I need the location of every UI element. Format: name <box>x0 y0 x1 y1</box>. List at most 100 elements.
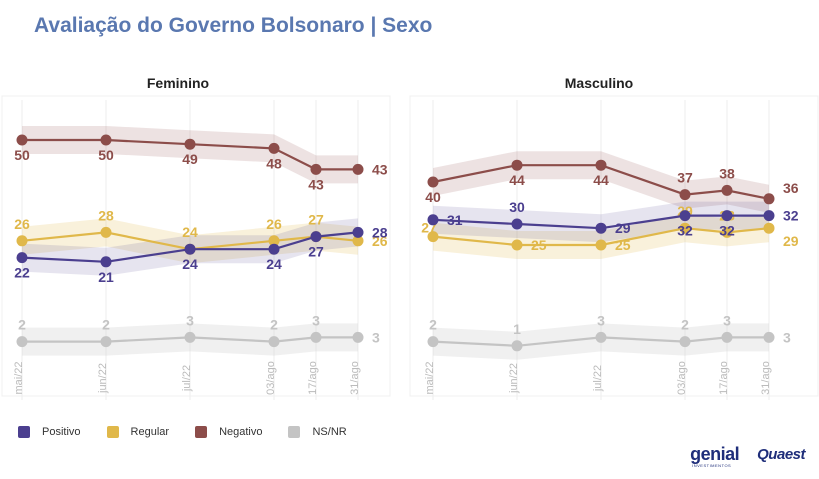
data-label: 3 <box>312 312 320 328</box>
data-point <box>352 163 364 175</box>
x-tick-label: 31/ago <box>349 361 361 395</box>
data-point <box>184 138 196 150</box>
legend-swatch-negativo <box>195 426 208 438</box>
data-point <box>511 218 523 230</box>
legend-swatch-nsnr <box>288 426 301 438</box>
data-point <box>352 226 364 238</box>
data-label: 29 <box>615 220 631 236</box>
data-label: 43 <box>372 161 388 177</box>
data-label: 50 <box>98 147 114 163</box>
data-point <box>100 336 112 348</box>
data-point <box>100 226 112 238</box>
data-label: 2 <box>18 317 26 333</box>
legend: Positivo Regular Negativo NS/NR <box>18 426 347 438</box>
data-point <box>427 231 439 243</box>
data-point <box>268 235 280 247</box>
series-line-negativo <box>432 164 770 200</box>
data-point <box>721 210 733 222</box>
genial-logo-subtext: INVESTIMENTOS <box>692 463 732 468</box>
data-point <box>427 176 439 188</box>
data-label: 44 <box>509 172 525 188</box>
legend-label-nsnr: NS/NR <box>312 426 347 438</box>
chart-panel-feminino: Feminino mai/22 jun/22 jul/22 03/ago 17/ago 31… <box>1 75 391 400</box>
legend-item-positivo: Positivo <box>18 426 81 438</box>
data-point <box>16 252 28 264</box>
data-point <box>511 340 523 352</box>
data-point <box>721 226 733 238</box>
data-label: 26 <box>372 233 388 249</box>
data-point <box>184 331 196 343</box>
data-point <box>427 336 439 348</box>
data-label: 3 <box>372 329 380 345</box>
data-point <box>100 256 112 268</box>
genial-logo-text: genial <box>690 444 740 464</box>
x-tick-label: jun/22 <box>508 363 520 394</box>
data-label: 32 <box>677 223 693 239</box>
x-tick-label: 17/ago <box>718 361 730 395</box>
data-point <box>268 142 280 154</box>
legend-label-positivo: Positivo <box>42 426 81 438</box>
data-label: 2 <box>681 317 689 333</box>
data-label: 43 <box>308 176 324 192</box>
data-label: 26 <box>14 216 30 232</box>
chart-panel-masculino: Masculino mai/22 jun/22 jul/22 03/ago 17/ago 3… <box>409 75 819 400</box>
logos: genial INVESTIMENTOS Quaest <box>690 444 805 468</box>
data-point <box>352 331 364 343</box>
data-point <box>16 134 28 146</box>
legend-label-regular: Regular <box>130 426 170 438</box>
data-label: 36 <box>783 180 799 196</box>
panel-title: Feminino <box>147 75 209 91</box>
data-label: 3 <box>597 312 605 328</box>
data-label: 49 <box>182 151 198 167</box>
x-tick-label: mai/22 <box>13 361 25 394</box>
data-label: 2 <box>270 317 278 333</box>
data-label: 1 <box>513 321 521 337</box>
series-line-regular <box>432 227 770 247</box>
data-label: 2 <box>429 317 437 333</box>
data-label: 24 <box>266 256 282 272</box>
data-point <box>595 239 607 251</box>
series-line-nsnr <box>22 336 358 343</box>
data-point <box>679 336 691 348</box>
data-point <box>679 222 691 234</box>
data-point <box>184 243 196 255</box>
series-line-nsnr <box>432 336 769 347</box>
data-point <box>595 222 607 234</box>
data-label: 25 <box>615 237 631 253</box>
data-point <box>427 214 439 226</box>
data-label: 2 <box>102 317 110 333</box>
series-line-regular <box>21 231 359 251</box>
data-point <box>310 331 322 343</box>
data-point <box>679 189 691 201</box>
data-label: 29 <box>783 233 799 249</box>
legend-item-regular: Regular <box>106 426 170 438</box>
data-label: 22 <box>14 265 30 281</box>
data-label: 31 <box>447 212 463 228</box>
data-point <box>763 222 775 234</box>
legend-item-negativo: Negativo <box>195 426 262 438</box>
data-label: 24 <box>182 224 198 240</box>
legend-item-nsnr: NS/NR <box>288 426 347 438</box>
data-point <box>268 243 280 255</box>
panel-frame <box>1 95 391 397</box>
series-line-positivo <box>432 214 769 230</box>
data-label: 50 <box>14 147 30 163</box>
data-point <box>763 193 775 205</box>
data-point <box>721 184 733 196</box>
data-point <box>310 231 322 243</box>
data-point <box>352 235 364 247</box>
data-point <box>679 210 691 222</box>
panel-frame <box>409 95 819 397</box>
data-label: 32 <box>783 208 799 224</box>
data-label: 44 <box>593 172 609 188</box>
data-label: 28 <box>98 207 114 223</box>
data-label: 26 <box>266 216 282 232</box>
x-tick-label: 03/ago <box>676 361 688 395</box>
data-point <box>310 163 322 175</box>
data-label: 3 <box>783 329 791 345</box>
data-point <box>595 159 607 171</box>
data-label: 3 <box>723 312 731 328</box>
quaest-logo: Quaest <box>757 446 805 463</box>
data-point <box>595 331 607 343</box>
